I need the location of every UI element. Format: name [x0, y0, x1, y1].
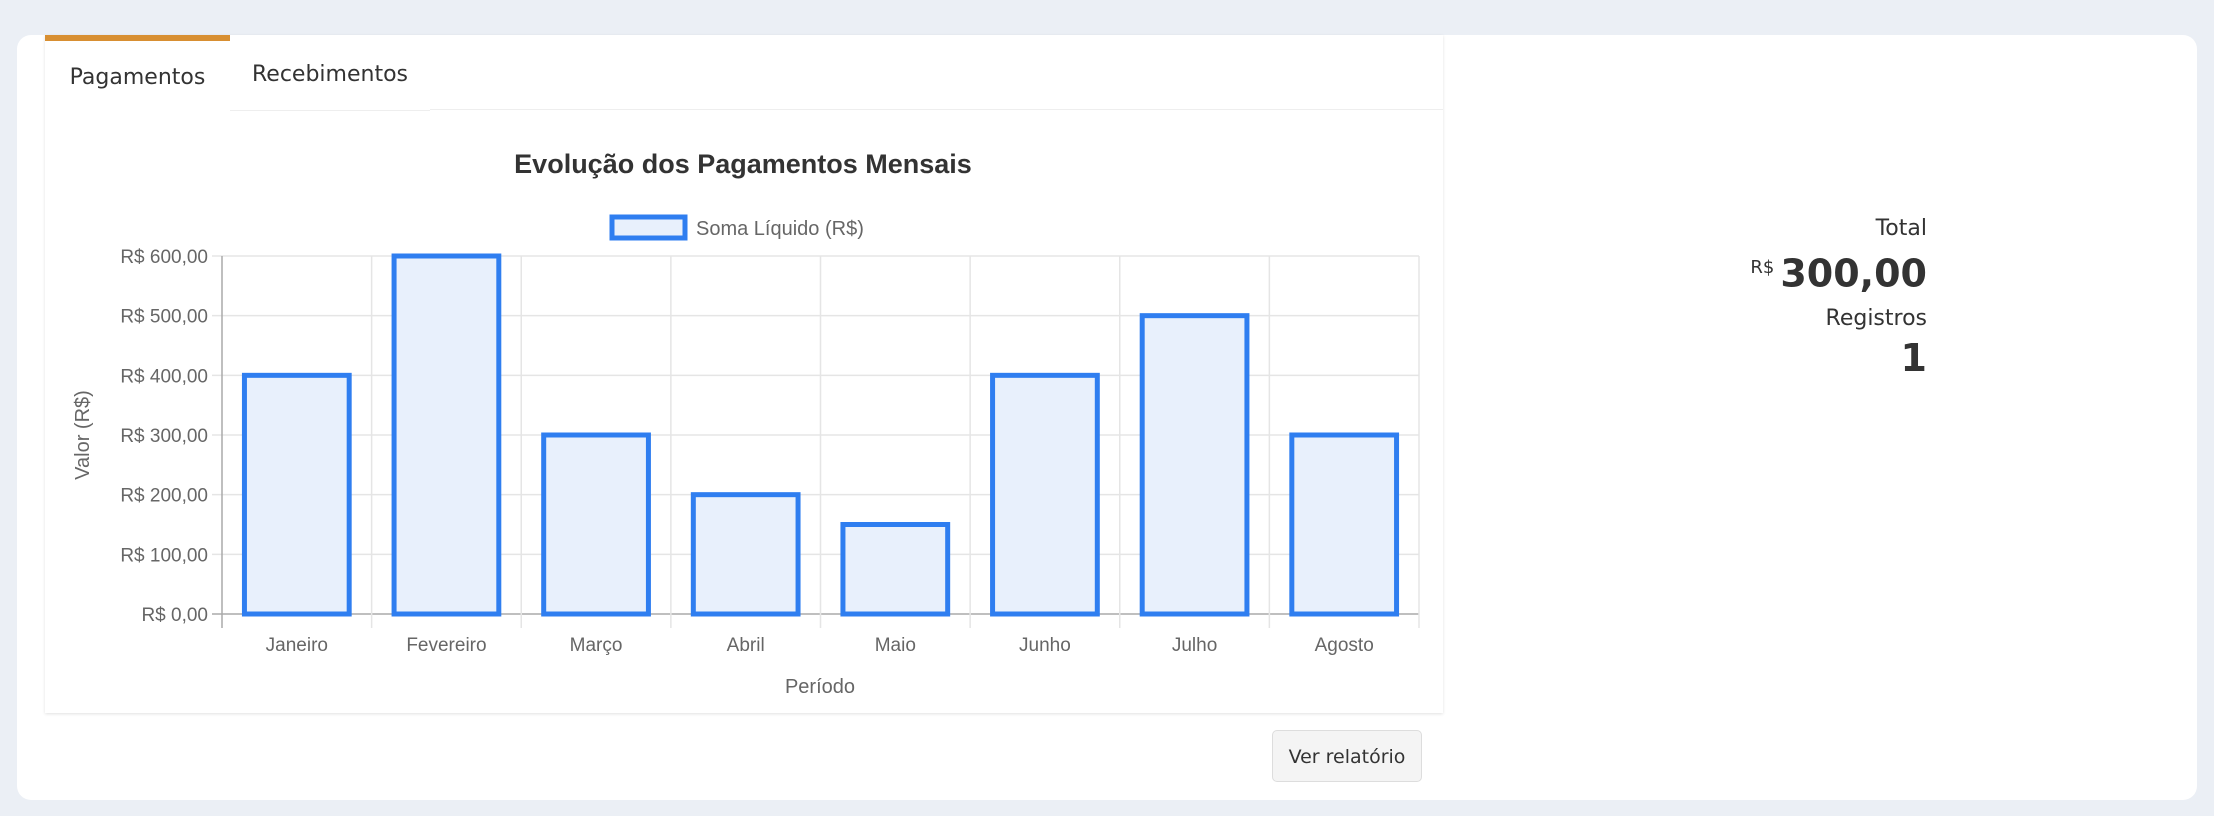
tab-pagamentos[interactable]: Pagamentos — [45, 35, 230, 111]
currency-symbol: R$ — [1750, 257, 1775, 278]
y-tick-label: R$ 0,00 — [141, 605, 208, 626]
x-tick-label: Fevereiro — [406, 635, 486, 656]
bar[interactable] — [690, 492, 801, 617]
x-tick-label: Julho — [1172, 635, 1217, 656]
x-tick-label: Março — [570, 635, 623, 656]
records-value: 1 — [1900, 335, 1927, 380]
total-amount: 300,00 — [1780, 251, 1927, 296]
x-tick-label: Junho — [1019, 635, 1071, 656]
bar[interactable] — [241, 372, 352, 617]
tab-recebimentos[interactable]: Recebimentos — [230, 35, 430, 111]
tab-divider — [430, 109, 1443, 110]
bar[interactable] — [391, 253, 502, 617]
bar[interactable] — [990, 372, 1100, 617]
x-tick-label: Agosto — [1315, 635, 1374, 656]
total-value: R$ 300,00 — [1750, 244, 1927, 298]
bar[interactable] — [840, 522, 951, 617]
legend-label: Soma Líquido (R$) — [696, 218, 864, 240]
x-tick-label: Maio — [875, 635, 916, 656]
y-tick-label: R$ 300,00 — [120, 426, 208, 447]
legend-swatch[interactable] — [609, 214, 688, 241]
view-report-button[interactable]: Ver relatório — [1272, 730, 1422, 782]
total-label: Total — [1875, 216, 1927, 241]
tab-bar: Pagamentos Recebimentos — [45, 35, 1443, 111]
y-axis-title: Valor (R$) — [72, 390, 94, 480]
x-tick-label: Janeiro — [266, 635, 328, 656]
chart-title: Evolução dos Pagamentos Mensais — [514, 149, 972, 179]
bar[interactable] — [1139, 313, 1250, 617]
bar[interactable] — [541, 432, 651, 617]
x-tick-label: Abril — [727, 635, 765, 656]
summary-stats: Total R$ 300,00 Registros 1 — [1750, 214, 1927, 388]
y-tick-label: R$ 200,00 — [120, 486, 208, 507]
y-tick-label: R$ 600,00 — [120, 247, 208, 268]
records-label: Registros — [1825, 305, 1927, 331]
bar[interactable] — [1289, 432, 1400, 617]
y-tick-label: R$ 400,00 — [120, 366, 208, 387]
x-axis-title: Período — [785, 676, 855, 698]
y-tick-label: R$ 100,00 — [120, 545, 208, 566]
y-tick-label: R$ 500,00 — [120, 307, 208, 328]
